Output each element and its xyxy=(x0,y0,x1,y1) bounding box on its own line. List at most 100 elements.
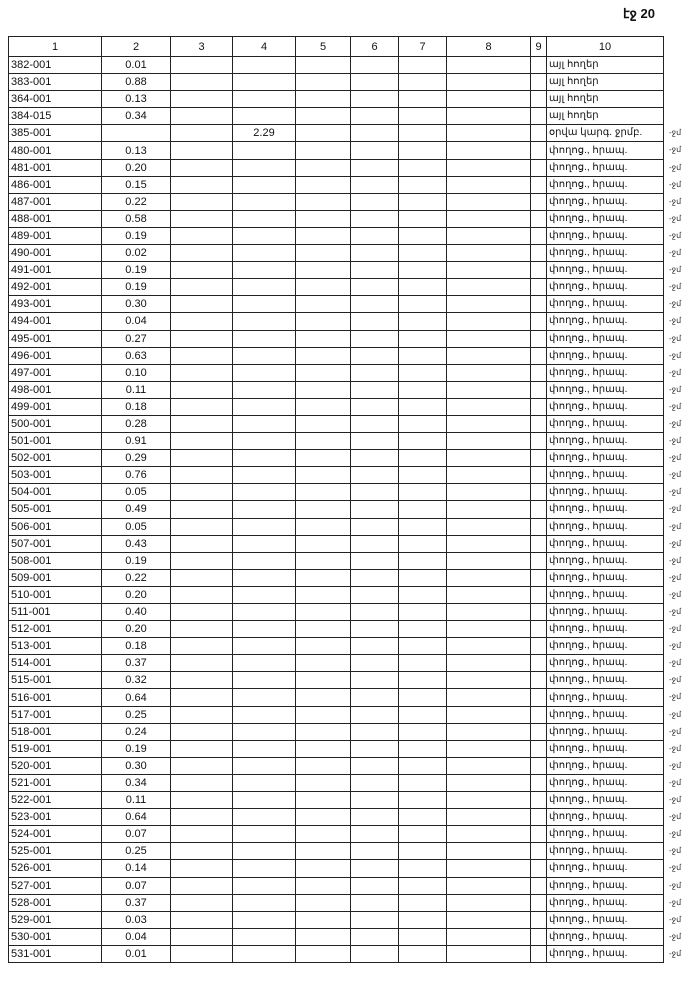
cell-col-9 xyxy=(530,226,547,246)
cell-col-6 xyxy=(350,927,399,946)
cell-text: 515-001 xyxy=(11,674,52,687)
cell-col-10: փողոց., հրապ. -ջմ xyxy=(546,637,681,656)
margin-mark: -ջմ xyxy=(669,418,682,428)
cell-text: փողոց., հրապ. xyxy=(549,947,628,959)
cell-col-5 xyxy=(295,414,351,434)
cell-col-3 xyxy=(170,773,233,793)
cell-col-10: փողոց., հրապ. -ջմ xyxy=(546,244,681,263)
cell-text: 0.05 xyxy=(125,520,147,533)
cell-text: փողոց., հրապ. xyxy=(549,623,628,635)
cell-col-8 xyxy=(446,637,531,656)
cell-col-7 xyxy=(398,517,447,536)
cell-text: 384-015 xyxy=(11,110,52,123)
margin-mark: -ջմ xyxy=(669,624,682,634)
cell-col-8 xyxy=(446,278,531,297)
cell-col-9 xyxy=(530,808,547,827)
table-row: 492-001 0.19 փողոց., հրապ. -ջմ xyxy=(8,278,681,297)
cell-text: 0.01 xyxy=(125,59,147,72)
margin-mark: -ջմ xyxy=(669,179,682,189)
cell-text: 0.40 xyxy=(125,606,147,619)
cell-text: փողոց., հրապ. xyxy=(549,640,628,652)
cell-col-3 xyxy=(170,329,233,348)
cell-col-1: 512-001 xyxy=(8,620,102,639)
cell-col-1: 504-001 xyxy=(8,483,102,502)
cell-col-6 xyxy=(350,534,399,553)
cell-col-8 xyxy=(446,585,531,605)
cell-col-4 xyxy=(232,261,296,280)
cell-col-7 xyxy=(398,380,447,399)
cell-col-5 xyxy=(295,808,351,827)
cell-col-8 xyxy=(446,346,531,365)
cell-col-7 xyxy=(398,756,447,775)
cell-text: 493-001 xyxy=(11,298,52,311)
cell-col-4 xyxy=(232,876,296,895)
cell-text: փողոց., հրապ. xyxy=(549,691,628,703)
cell-text: փողոց., հրապ. xyxy=(549,144,628,156)
margin-mark: -ջմ xyxy=(669,641,682,651)
column-header-8: 8 xyxy=(446,36,531,57)
table-row: 495-001 0.27 փողոց., հրապ. -ջմ xyxy=(8,329,681,348)
cell-col-10: փողոց., հրապ. -ջմ xyxy=(546,209,681,228)
cell-col-3 xyxy=(170,893,233,912)
cell-text: փողոց., հրապ. xyxy=(549,537,628,549)
table-row: 384-015 0.34 այլ հողեր xyxy=(8,107,664,126)
cell-col-3 xyxy=(170,705,233,724)
cell-col-4 xyxy=(232,637,296,656)
cell-text: 0.29 xyxy=(125,452,147,465)
cell-col-3 xyxy=(170,295,233,314)
cell-col-10: փողոց., հրապ. -ջմ xyxy=(546,500,681,519)
cell-col-7 xyxy=(398,910,447,929)
cell-col-10: փողոց., հրապ. -ջմ xyxy=(546,141,681,160)
cell-col-2: 0.30 xyxy=(101,295,171,314)
cell-col-4 xyxy=(232,329,296,348)
cell-col-4 xyxy=(232,397,296,416)
column-header-6: 6 xyxy=(350,36,399,57)
cell-col-9 xyxy=(530,602,547,622)
cell-text: 0.07 xyxy=(125,828,147,841)
cell-text: 491-001 xyxy=(11,264,52,277)
cell-col-1: 508-001 xyxy=(8,551,102,570)
cell-col-3 xyxy=(170,671,233,690)
cell-col-4 xyxy=(232,192,296,211)
cell-text: փողոց., հրապ. xyxy=(549,879,628,891)
cell-col-3 xyxy=(170,278,233,297)
cell-col-9 xyxy=(530,278,547,297)
margin-mark: -ջմ xyxy=(669,675,682,685)
cell-col-1: 486-001 xyxy=(8,175,102,194)
cell-text: 0.02 xyxy=(125,247,147,260)
cell-col-4 xyxy=(232,773,296,793)
cell-col-8 xyxy=(446,791,531,810)
cell-col-8 xyxy=(446,244,531,263)
cell-col-7 xyxy=(398,483,447,502)
cell-col-1: 383-001 xyxy=(8,73,102,92)
cell-col-9 xyxy=(530,363,547,382)
cell-col-8 xyxy=(446,397,531,416)
cell-col-2: 0.13 xyxy=(101,141,171,160)
cell-col-3 xyxy=(170,192,233,211)
cell-text: 499-001 xyxy=(11,400,52,413)
cell-text: 382-001 xyxy=(11,59,52,72)
cell-col-3 xyxy=(170,483,233,502)
cell-col-4 xyxy=(232,107,296,126)
cell-col-6 xyxy=(350,893,399,912)
cell-col-4 xyxy=(232,90,296,109)
cell-col-6 xyxy=(350,722,399,741)
margin-mark: -ջմ xyxy=(669,162,682,172)
cell-text: փողոց., հրապ. xyxy=(549,759,628,771)
cell-col-4 xyxy=(232,756,296,775)
cell-col-6 xyxy=(350,568,399,587)
cell-col-6 xyxy=(350,739,399,758)
cell-col-2: 0.32 xyxy=(101,671,171,690)
cell-col-10: փողոց., հրապ. -ջմ xyxy=(546,432,681,451)
cell-text: 0.25 xyxy=(125,708,147,721)
cell-col-6 xyxy=(350,380,399,399)
cell-col-4 xyxy=(232,158,296,177)
cell-col-8 xyxy=(446,261,531,280)
table-row: 509-001 0.22 փողոց., հրապ. -ջմ xyxy=(8,568,681,587)
cell-col-6 xyxy=(350,346,399,365)
cell-text: 501-001 xyxy=(11,435,52,448)
cell-col-7 xyxy=(398,654,447,673)
cell-col-2: 0.64 xyxy=(101,688,171,707)
cell-col-8 xyxy=(446,500,531,519)
cell-text: այլ հողեր xyxy=(549,93,599,105)
